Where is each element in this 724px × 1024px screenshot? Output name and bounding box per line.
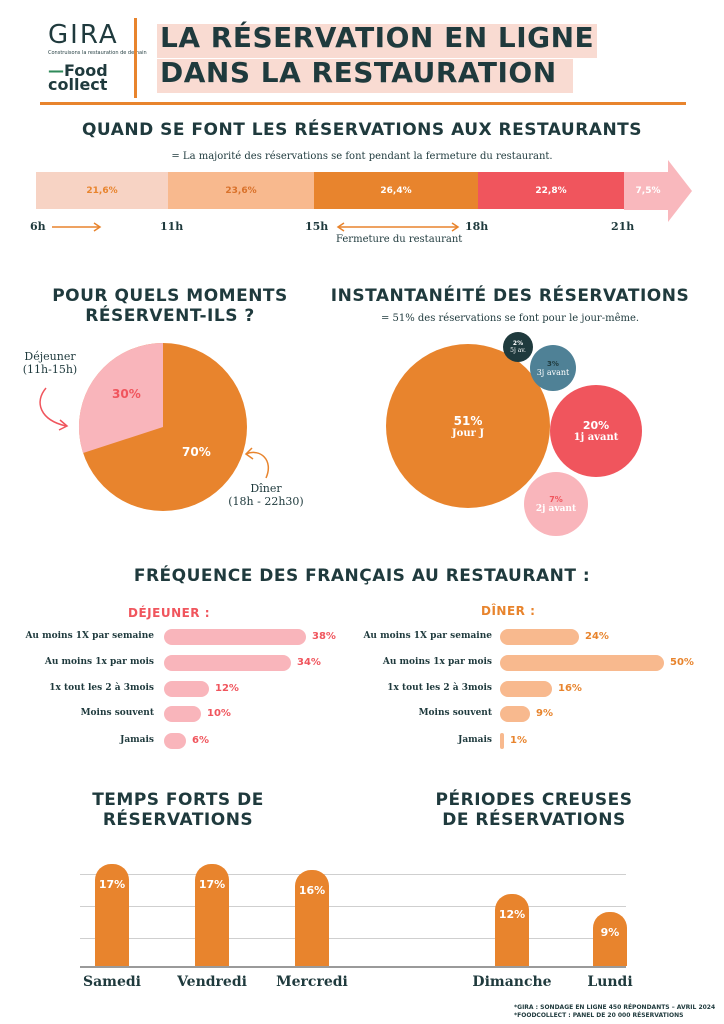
freq-bar	[164, 629, 306, 645]
weekday-bar-value: 16%	[298, 884, 326, 897]
arrow-right-icon	[52, 222, 102, 232]
title-highlight	[157, 24, 597, 58]
timeline-arrow-head	[624, 160, 692, 222]
curved-arrow-icon	[244, 447, 269, 479]
moments-pie	[78, 343, 247, 511]
freq-row-label: Jamais	[458, 735, 492, 745]
strong-periods-title: TEMPS FORTS DE RÉSERVATIONS	[92, 790, 264, 830]
moments-title: POUR QUELS MOMENTS RÉSERVENT-ILS ?	[52, 286, 288, 326]
logo-collect-text: collect	[48, 75, 108, 94]
title-highlight	[157, 59, 573, 93]
instant-note: = 51% des réservations se font pour le j…	[380, 313, 640, 324]
gira-tagline: Construisons la restauration de demain	[48, 50, 147, 56]
header-rule	[40, 102, 686, 105]
instant-title: INSTANTANÉITÉ DES RÉSERVATIONS	[330, 286, 690, 306]
foodcollect-logo: —Food collect	[48, 61, 108, 94]
weekday-bar: 9%	[593, 912, 627, 966]
freq-value: 12%	[215, 683, 239, 694]
freq-row-label: 1x tout les 2 à 3mois	[387, 683, 492, 693]
weekday-label: Vendredi	[177, 974, 247, 990]
freq-row-label: Jamais	[120, 735, 154, 745]
freq-bar	[164, 733, 186, 749]
gira-logo: GIRA	[48, 20, 119, 50]
freq-row-label: Au moins 1X par semaine	[25, 631, 154, 641]
dinner-pct: 70%	[182, 445, 211, 459]
hour-15h: 15h	[305, 220, 329, 233]
weekday-bar: 12%	[495, 894, 529, 966]
freq-row-label: 1x tout les 2 à 3mois	[49, 683, 154, 693]
lunch-pct: 30%	[112, 387, 141, 401]
weekday-bar-value: 9%	[600, 926, 620, 939]
freq-bar	[500, 733, 504, 749]
freq-row-label: Au moins 1x par mois	[44, 657, 154, 667]
timeline-segment-11-15: 23,6%	[168, 172, 314, 209]
hour-21h: 21h	[611, 220, 635, 233]
weekday-label: Mercredi	[276, 974, 348, 990]
freq-bar	[500, 629, 579, 645]
timeline-note: = La majorité des réservations se font p…	[171, 151, 553, 162]
timeline-segment-15-18: 26,4%	[314, 172, 478, 209]
freq-row-label: Moins souvent	[80, 708, 154, 718]
freq-value: 34%	[297, 657, 321, 668]
weekday-label: Dimanche	[472, 974, 552, 990]
freq-bar	[164, 655, 291, 671]
timeline-segment-18-21: 22,8%	[478, 172, 624, 209]
freq-value: 10%	[207, 708, 231, 719]
weekday-bar-value: 12%	[498, 908, 526, 921]
freq-row-label: Moins souvent	[418, 708, 492, 718]
freq-bar	[500, 655, 664, 671]
bubble-2j-avant: 7% 2j avant	[524, 472, 588, 536]
weekday-bar-value: 17%	[98, 878, 126, 891]
logo-food-text: Food	[64, 61, 108, 80]
pie-slice-lunch	[78, 343, 163, 453]
hour-6h: 6h	[30, 220, 46, 233]
baseline	[80, 966, 626, 968]
footnote-gira: *GIRA : SONDAGE EN LIGNE 450 RÉPONDANTS …	[514, 1004, 716, 1011]
freq-bar	[500, 706, 530, 722]
page-title: LA RÉSERVATION EN LIGNE DANS LA RESTAURA…	[160, 21, 595, 89]
bubble-5j-avant: 2% 5j av.	[503, 332, 533, 362]
weekday-bar: 17%	[95, 864, 129, 966]
weekday-bar: 17%	[195, 864, 229, 966]
freq-bar	[164, 706, 201, 722]
freq-value: 9%	[536, 708, 553, 719]
weekday-bar-value: 17%	[198, 878, 226, 891]
double-arrow-icon	[336, 222, 460, 232]
footnote-foodcollect: *FOODCOLLECT : PANEL DE 20 000 RÉSERVATI…	[514, 1012, 684, 1019]
freq-bar	[164, 681, 209, 697]
header-divider	[134, 18, 137, 98]
freq-bar	[500, 681, 552, 697]
bubble-1j-avant: 20% 1j avant	[550, 385, 642, 477]
frequency-title: FRÉQUENCE DES FRANÇAIS AU RESTAURANT :	[133, 566, 591, 586]
timeline-segment-21-plus: 7,5%	[635, 185, 661, 196]
gridline	[80, 938, 626, 939]
timeline-title: QUAND SE FONT LES RÉSERVATIONS AUX RESTA…	[81, 120, 643, 140]
weekday-label: Lundi	[587, 974, 633, 990]
freq-value: 6%	[192, 735, 209, 746]
timeline-segment-6-11: 21,6%	[36, 172, 168, 209]
dinner-freq-title: DÎNER :	[481, 604, 536, 618]
curved-arrow-icon	[39, 387, 69, 431]
weak-periods-title: PÉRIODES CREUSES DE RÉSERVATIONS	[435, 790, 633, 830]
freq-row-label: Au moins 1x par mois	[382, 657, 492, 667]
weekday-bar: 16%	[295, 870, 329, 966]
bubble-3j-avant: 3% 3j avant	[530, 345, 576, 391]
gridline	[80, 874, 626, 875]
freq-value: 1%	[510, 735, 527, 746]
bubble-jour-j: 51% Jour J	[386, 344, 550, 508]
weekday-label: Samedi	[82, 974, 141, 990]
gridline	[80, 906, 626, 907]
dinner-label: Dîner (18h - 22h30)	[228, 482, 304, 508]
lunch-label: Déjeuner (11h-15h)	[22, 350, 78, 376]
closure-label: Fermeture du restaurant	[336, 234, 463, 245]
freq-value: 24%	[585, 631, 609, 642]
freq-value: 38%	[312, 631, 336, 642]
lunch-freq-title: DÉJEUNER :	[128, 606, 211, 620]
hour-18h: 18h	[465, 220, 489, 233]
freq-value: 50%	[670, 657, 694, 668]
hour-11h: 11h	[160, 220, 184, 233]
freq-value: 16%	[558, 683, 582, 694]
freq-row-label: Au moins 1X par semaine	[363, 631, 492, 641]
